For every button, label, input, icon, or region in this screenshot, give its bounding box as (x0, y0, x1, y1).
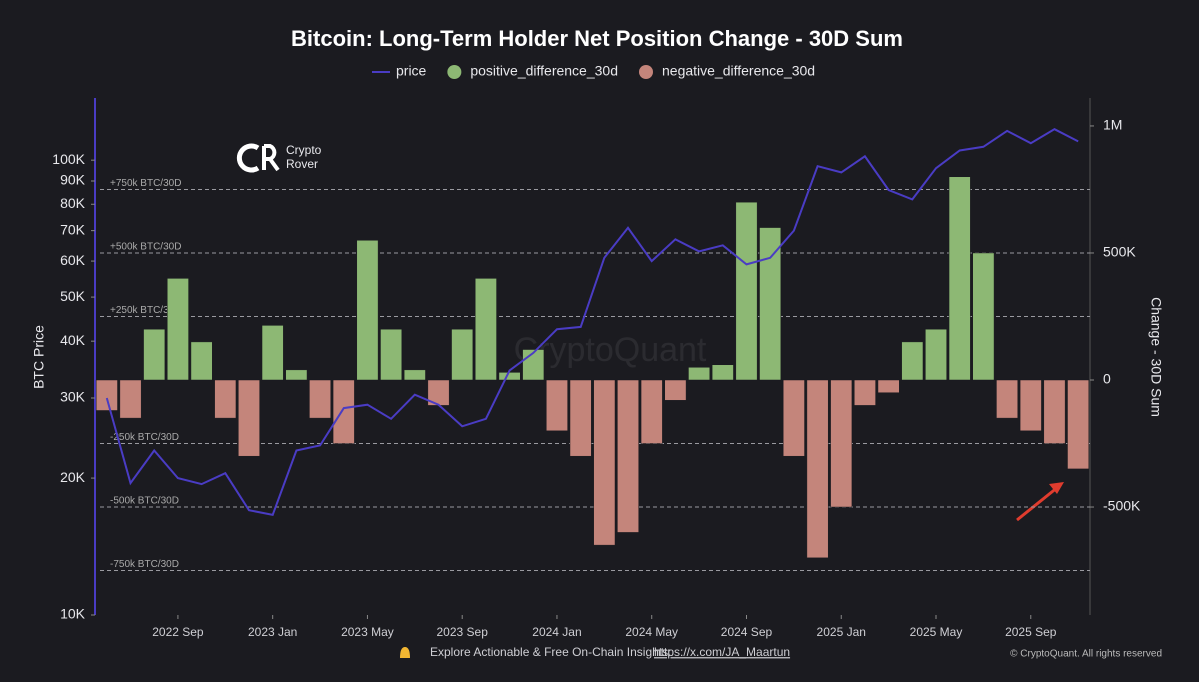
bar (806, 379, 829, 559)
x-tick-label: 2023 Jan (248, 625, 297, 639)
bar (95, 379, 118, 411)
legend-swatch (447, 65, 462, 79)
x-tick-label: 2025 Jan (817, 625, 866, 639)
bar (1067, 379, 1090, 470)
x-tick-label: 2025 May (910, 625, 963, 639)
x-tick-label: 2024 Jan (532, 625, 581, 639)
y2-tick-label: 500K (1103, 244, 1136, 260)
bar (593, 379, 616, 546)
arrow (1016, 482, 1064, 522)
bar (854, 379, 876, 406)
price-line (105, 128, 1079, 517)
bar (711, 364, 734, 381)
y2-axis-label: Change - 30D Sum (1148, 297, 1164, 417)
bar (830, 379, 853, 508)
bar (332, 379, 355, 444)
watermark: CryptoQuant (514, 331, 707, 369)
copyright: © CryptoQuant. All rights reserved (1010, 649, 1162, 660)
footer-icon (400, 647, 410, 658)
bar (688, 367, 711, 381)
legend-label: price (396, 63, 427, 79)
y-tick-label: 100K (52, 151, 85, 167)
bar (119, 379, 142, 419)
logo-icon (236, 143, 260, 173)
reference-label: -250k BTC/30D (110, 432, 179, 443)
bar (356, 240, 379, 381)
bar (1019, 379, 1042, 432)
footer-link[interactable]: https://x.com/JA_Maartun (654, 645, 790, 659)
bar (190, 341, 213, 381)
bar (403, 369, 426, 381)
bar (877, 379, 900, 393)
bar (238, 379, 260, 457)
bar (546, 379, 568, 432)
x-tick-label: 2024 Sep (721, 625, 773, 639)
x-tick-label: 2025 Sep (1005, 625, 1057, 639)
logo-text: Crypto (286, 143, 322, 157)
bar (380, 328, 403, 381)
bar (214, 379, 237, 419)
y-tick-label: 20K (60, 469, 86, 485)
reference-label: -500k BTC/30D (110, 496, 179, 507)
legend-label: negative_difference_30d (662, 63, 815, 79)
footer-text: Explore Actionable & Free On-Chain Insig… (430, 645, 671, 659)
bar (451, 328, 474, 381)
bar (167, 278, 189, 381)
logo-icon (262, 144, 280, 172)
y-tick-label: 40K (60, 332, 86, 348)
bar (261, 325, 284, 381)
y-tick-label: 70K (60, 221, 86, 237)
x-tick-label: 2023 Sep (437, 625, 489, 639)
x-tick-label: 2023 May (341, 625, 394, 639)
bar (498, 372, 521, 381)
logo: Crypto Rover (236, 143, 322, 173)
bar (782, 379, 805, 457)
bar (996, 379, 1018, 419)
y-tick-label: 30K (60, 389, 86, 405)
y2-tick-label: -500K (1103, 498, 1141, 514)
bar (309, 379, 331, 419)
reference-label: +500k BTC/30D (110, 242, 181, 253)
reference-label: +250k BTC/30D (110, 305, 181, 316)
bar (972, 252, 995, 381)
bar (735, 201, 758, 381)
y-tick-label: 10K (60, 606, 86, 622)
bar (474, 278, 497, 381)
arrow-shaft (1016, 485, 1059, 522)
bar (640, 379, 663, 444)
y-axis-label: BTC Price (31, 325, 47, 389)
bar (569, 379, 592, 457)
logo-text: Rover (286, 157, 318, 171)
arrow-head (1049, 482, 1064, 494)
bar (948, 176, 971, 381)
reference-label: +750k BTC/30D (110, 178, 181, 189)
legend-swatch (639, 65, 653, 79)
x-tick-label: 2024 May (625, 625, 678, 639)
bar (759, 227, 782, 381)
bar (664, 379, 687, 401)
bar (143, 328, 166, 381)
bar (925, 328, 947, 381)
bar (285, 369, 308, 381)
y-tick-label: 60K (60, 252, 86, 268)
bar (617, 379, 639, 533)
legend-label: positive_difference_30d (470, 63, 618, 79)
y2-tick-label: 0 (1103, 371, 1111, 387)
reference-label: -750k BTC/30D (110, 559, 179, 570)
bar (1043, 379, 1066, 444)
y-tick-label: 80K (60, 195, 86, 211)
x-tick-label: 2022 Sep (152, 625, 204, 639)
y2-tick-label: 1M (1103, 117, 1122, 133)
y-tick-label: 90K (60, 172, 86, 188)
bar (901, 341, 924, 381)
chart-title: Bitcoin: Long-Term Holder Net Position C… (291, 26, 903, 51)
y-tick-label: 50K (60, 288, 86, 304)
